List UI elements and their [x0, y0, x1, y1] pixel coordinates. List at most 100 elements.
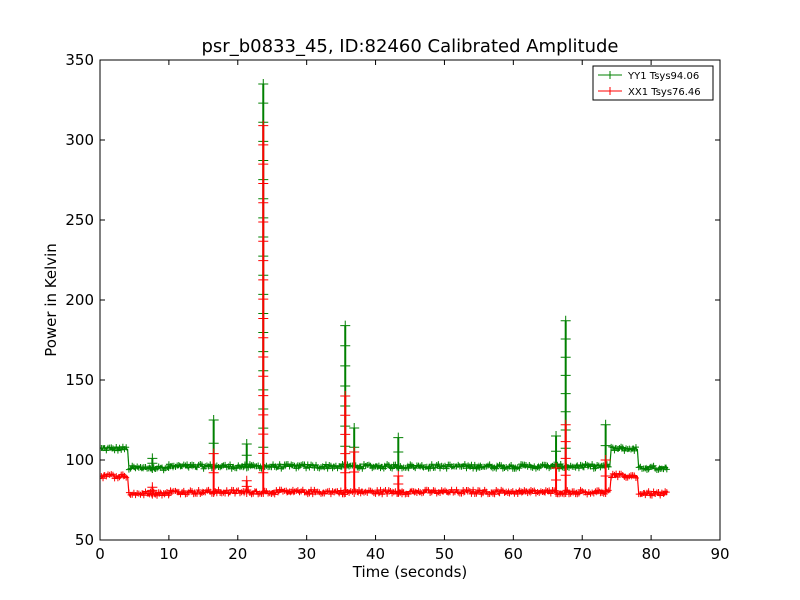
spike: [600, 455, 611, 497]
data-point: [349, 447, 360, 457]
data-point: [241, 461, 252, 472]
data-point: [471, 461, 478, 468]
data-point: [427, 465, 434, 472]
series-step: [126, 475, 130, 494]
data-point: [340, 391, 351, 401]
x-tick-label: 0: [95, 545, 105, 563]
legend-marker: [606, 71, 614, 79]
plot-area: [100, 79, 670, 499]
data-point: [560, 352, 571, 363]
data-point: [631, 447, 638, 454]
legend-label: YY1 Tsys94.06: [627, 71, 699, 82]
series-step: [609, 475, 612, 493]
spike: [393, 432, 404, 472]
data-point: [258, 255, 269, 266]
y-tick-label: 300: [65, 131, 94, 149]
y-tick-label: 250: [65, 211, 94, 229]
data-point: [340, 448, 351, 459]
spike: [393, 471, 404, 497]
y-tick-label: 150: [65, 371, 94, 389]
marker-band: [165, 461, 612, 472]
data-point: [359, 465, 366, 472]
data-point: [393, 432, 404, 443]
data-point: [531, 487, 538, 494]
spike: [349, 447, 360, 497]
data-point: [560, 487, 571, 497]
spike: [340, 391, 351, 497]
data-point: [258, 274, 269, 285]
data-point: [458, 490, 465, 497]
y-tick-label: 350: [65, 51, 94, 69]
data-point: [375, 490, 382, 497]
y-axis: 50 100 150 200 250 300 350: [65, 51, 720, 549]
data-point: [340, 467, 351, 478]
data-point: [648, 492, 655, 499]
data-point: [258, 79, 269, 89]
marker-band: [100, 443, 130, 454]
data-point: [560, 436, 571, 447]
marker-band: [635, 462, 670, 473]
data-point: [405, 465, 412, 472]
marker-band: [608, 443, 639, 454]
data-point: [271, 491, 278, 498]
data-point: [393, 447, 404, 457]
data-point: [508, 462, 515, 469]
x-tick-label: 70: [573, 545, 592, 563]
data-point: [306, 490, 313, 497]
spike: [241, 475, 252, 497]
data-point: [560, 334, 571, 344]
data-point: [349, 423, 360, 433]
marker-band: [125, 488, 172, 499]
data-point: [258, 409, 269, 420]
data-point: [589, 461, 596, 468]
data-point: [258, 332, 269, 343]
spike: [258, 120, 269, 497]
data-point: [632, 444, 639, 451]
data-point: [560, 470, 571, 481]
series-step: [636, 448, 640, 469]
data-point: [655, 489, 662, 496]
data-point: [195, 487, 202, 494]
marker-band: [100, 471, 130, 482]
data-point: [208, 438, 219, 449]
data-point: [614, 474, 621, 481]
data-point: [258, 120, 269, 131]
spike: [208, 448, 219, 497]
series-step: [609, 448, 612, 467]
x-tick-label: 90: [710, 545, 729, 563]
spike: [147, 453, 158, 473]
data-point: [258, 139, 269, 150]
data-point: [118, 446, 125, 453]
data-point: [258, 197, 269, 208]
x-tick-label: 50: [435, 545, 454, 563]
data-point: [258, 429, 269, 440]
data-point: [258, 467, 269, 478]
data-point: [551, 463, 562, 473]
data-point: [551, 487, 562, 497]
data-point: [476, 487, 483, 494]
x-tick-label: 80: [642, 545, 661, 563]
data-point: [600, 471, 611, 481]
data-point: [580, 464, 587, 471]
series-xx1: [100, 120, 670, 499]
series-step: [126, 448, 130, 469]
data-point: [551, 446, 562, 457]
data-point: [258, 217, 269, 228]
data-point: [208, 467, 219, 478]
data-point: [258, 294, 269, 305]
data-point: [516, 465, 523, 472]
data-point: [575, 490, 582, 497]
data-point: [258, 487, 269, 497]
data-point: [619, 444, 626, 451]
data-point: [340, 429, 351, 440]
spike: [147, 482, 158, 499]
data-point: [340, 487, 351, 497]
x-axis-label: Time (seconds): [352, 563, 468, 581]
data-point: [123, 444, 130, 451]
data-point: [551, 475, 562, 485]
data-point: [227, 461, 234, 468]
data-point: [498, 462, 505, 469]
data-point: [113, 444, 120, 451]
y-tick-label: 50: [75, 531, 94, 549]
y-tick-label: 200: [65, 291, 94, 309]
